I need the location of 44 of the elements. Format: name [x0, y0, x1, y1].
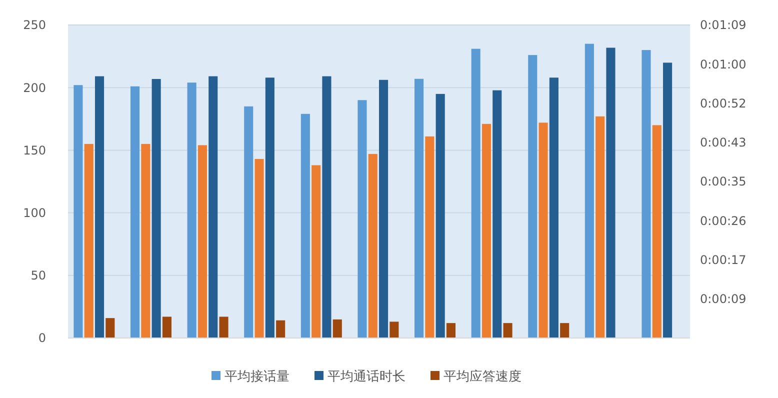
bar: [300, 114, 310, 338]
bar: [642, 50, 651, 338]
bar: [492, 90, 502, 338]
y-tick-label: 0: [38, 331, 46, 346]
legend-label: 平均接话量: [224, 370, 290, 385]
y2-tick-label: 0:01:09: [700, 18, 746, 32]
bar: [446, 323, 456, 338]
legend-label: 平均通话时长: [328, 370, 406, 385]
bar: [584, 44, 594, 338]
bar: [379, 80, 388, 338]
legend-label: 平均应答速度: [444, 368, 522, 385]
bar: [332, 319, 342, 338]
y2-tick-label: 0:01:00: [700, 57, 746, 72]
bar: [198, 145, 207, 338]
bar: [358, 100, 367, 338]
y2-tick-label: 0:00:26: [700, 214, 746, 228]
bar: [471, 48, 480, 338]
bar: [503, 323, 512, 338]
y2-tick-label: 0:00:17: [700, 252, 746, 267]
bar: [162, 316, 172, 338]
bar: [560, 323, 570, 338]
bar: [390, 322, 399, 338]
y-tick-label: 150: [23, 143, 46, 158]
y-tick-label: 250: [23, 18, 46, 32]
bar: [219, 316, 228, 338]
bar: [74, 85, 83, 338]
bar: [528, 55, 538, 338]
y2-tick-label: 0:00:09: [700, 292, 746, 306]
y-tick-label: 50: [30, 268, 46, 283]
y2-tick-label: 0:00:52: [700, 96, 746, 110]
bar: [276, 320, 286, 338]
bar: [208, 76, 218, 338]
y-tick-label: 100: [23, 206, 46, 220]
bar: [663, 62, 672, 338]
bar: [130, 86, 140, 338]
bar: [106, 318, 115, 338]
y-tick-label: 200: [23, 80, 46, 95]
bar: [652, 125, 662, 338]
y2-tick-label: 0:00:43: [700, 136, 746, 150]
y2-tick-label: 0:00:35: [700, 174, 746, 189]
bar: [187, 82, 196, 338]
bar: [368, 154, 378, 338]
bar: [244, 106, 254, 338]
bar: [414, 78, 424, 338]
